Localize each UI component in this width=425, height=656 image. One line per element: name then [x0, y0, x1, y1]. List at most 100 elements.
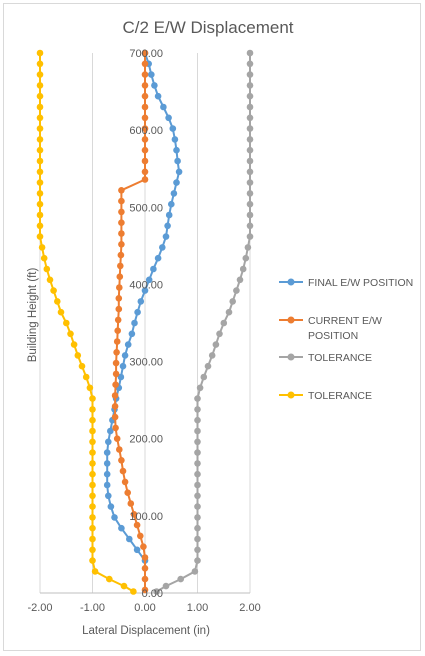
series-0-point-28	[121, 352, 129, 359]
series-0-point-46	[133, 546, 141, 554]
series-2-point-42	[194, 503, 201, 510]
x-tick-label-3: 1.00	[187, 602, 208, 614]
y-tick-label-4: 400.00	[129, 279, 163, 291]
series-1-point-42	[127, 500, 135, 507]
series-2-point-40	[194, 481, 201, 489]
series-1-point-28	[113, 349, 120, 356]
series-0-point-43	[111, 514, 118, 521]
series-1-point-38	[118, 457, 125, 464]
series-3-point-18	[38, 244, 46, 251]
x-tick-label-4: 2.00	[239, 602, 260, 614]
series-2-point-25	[220, 319, 228, 327]
series-1-point-41	[124, 489, 131, 497]
series-0-point-14	[168, 200, 175, 208]
series-0-point-11	[175, 168, 183, 176]
series-1-point-23	[115, 295, 123, 302]
series-3-point-30	[82, 373, 90, 381]
legend-swatch-marker-2	[287, 353, 295, 361]
series-3-point-47	[89, 557, 96, 564]
series-3-point-34	[89, 416, 96, 424]
series-3-point-27	[70, 341, 78, 348]
series-1-point-43	[130, 511, 138, 518]
series-0-point-41	[105, 492, 112, 500]
series-1-point-10	[141, 157, 149, 165]
series-2-point-31	[196, 384, 204, 392]
series-2-point-4	[246, 92, 254, 100]
series-2	[153, 49, 254, 595]
series-1-point-5	[141, 103, 149, 111]
series-2-point-24	[225, 308, 233, 316]
series-0-point-37	[103, 449, 111, 456]
series-1-point-30	[112, 370, 120, 378]
series-3-point-15	[36, 211, 44, 219]
series-0-point-21	[145, 276, 153, 284]
series-2-point-51	[153, 588, 160, 595]
series-1-point-24	[115, 305, 123, 313]
series-3-point-20	[43, 265, 51, 273]
series-2-point-28	[208, 352, 216, 359]
tick-labels: -2.00 -1.00 0.00 1.00 2.00 0.00 100.00 200.00 30…	[27, 48, 260, 614]
series-2-point-3	[246, 82, 254, 89]
series-0-point-39	[103, 470, 111, 478]
series-3-point-26	[67, 330, 74, 338]
series-0-point-15	[165, 211, 173, 219]
series-1-point-25	[114, 316, 122, 324]
series-1-point-39	[119, 467, 127, 475]
series-2-point-10	[246, 157, 254, 165]
series-3	[36, 49, 137, 595]
series-0-point-26	[128, 330, 136, 338]
series-1-point-8	[141, 136, 149, 143]
series-0-point-10	[174, 157, 181, 165]
series-0-point-16	[164, 222, 171, 230]
series-3-point-8	[36, 136, 44, 143]
series-2-point-20	[239, 265, 247, 273]
series-1-point-32	[111, 392, 119, 399]
series-line-2	[156, 53, 251, 593]
series-1-point-15	[118, 208, 125, 216]
series-3-point-7	[36, 125, 44, 132]
series-3-point-40	[89, 481, 96, 489]
series-2-point-47	[194, 557, 201, 564]
series-1-point-16	[118, 219, 125, 226]
series-1-point-29	[112, 359, 120, 367]
series-0-point-23	[137, 298, 145, 305]
series-1-point-27	[113, 338, 121, 345]
series-2-point-13	[246, 190, 254, 197]
y-tick-label-0: 0.00	[142, 588, 163, 600]
series-3-point-5	[36, 103, 44, 111]
series-0-point-17	[162, 233, 170, 240]
series-1-point-48	[141, 565, 149, 572]
x-tick-label-2: 0.00	[134, 602, 155, 614]
series-1-point-19	[117, 251, 125, 259]
series-1-point-1	[141, 60, 149, 68]
y-tick-label-1: 100.00	[129, 511, 163, 523]
series-3-point-37	[89, 449, 96, 456]
series-0-point-2	[148, 71, 155, 78]
legend-item-2: TOLERANCE	[279, 352, 372, 364]
series-1-point-50	[141, 586, 149, 594]
y-tick-label-7: 700.00	[129, 48, 163, 60]
series-3-point-31	[86, 384, 94, 392]
series-1-point-11	[141, 168, 149, 176]
series-2-point-1	[246, 60, 254, 68]
series-2-point-45	[194, 535, 201, 543]
legend-item-3: TOLERANCE	[279, 390, 372, 402]
series-3-point-21	[46, 276, 54, 284]
x-tick-label-1: -1.00	[80, 602, 105, 614]
series-3-point-19	[40, 254, 48, 262]
series-0-point-27	[124, 341, 132, 348]
series-3-point-38	[89, 460, 96, 467]
series-0-point-24	[134, 308, 141, 316]
series-2-point-0	[246, 49, 254, 57]
series-3-point-49	[106, 575, 113, 583]
series-0-point-44	[118, 524, 125, 532]
series-2-point-36	[194, 438, 201, 446]
series-3-point-1	[36, 60, 44, 68]
series-0-point-19	[154, 254, 162, 262]
series-2-point-34	[194, 416, 201, 424]
series-2-point-18	[244, 244, 252, 251]
series-2-point-14	[246, 200, 254, 208]
series-1-point-4	[141, 92, 149, 100]
series-1-point-20	[117, 262, 124, 270]
